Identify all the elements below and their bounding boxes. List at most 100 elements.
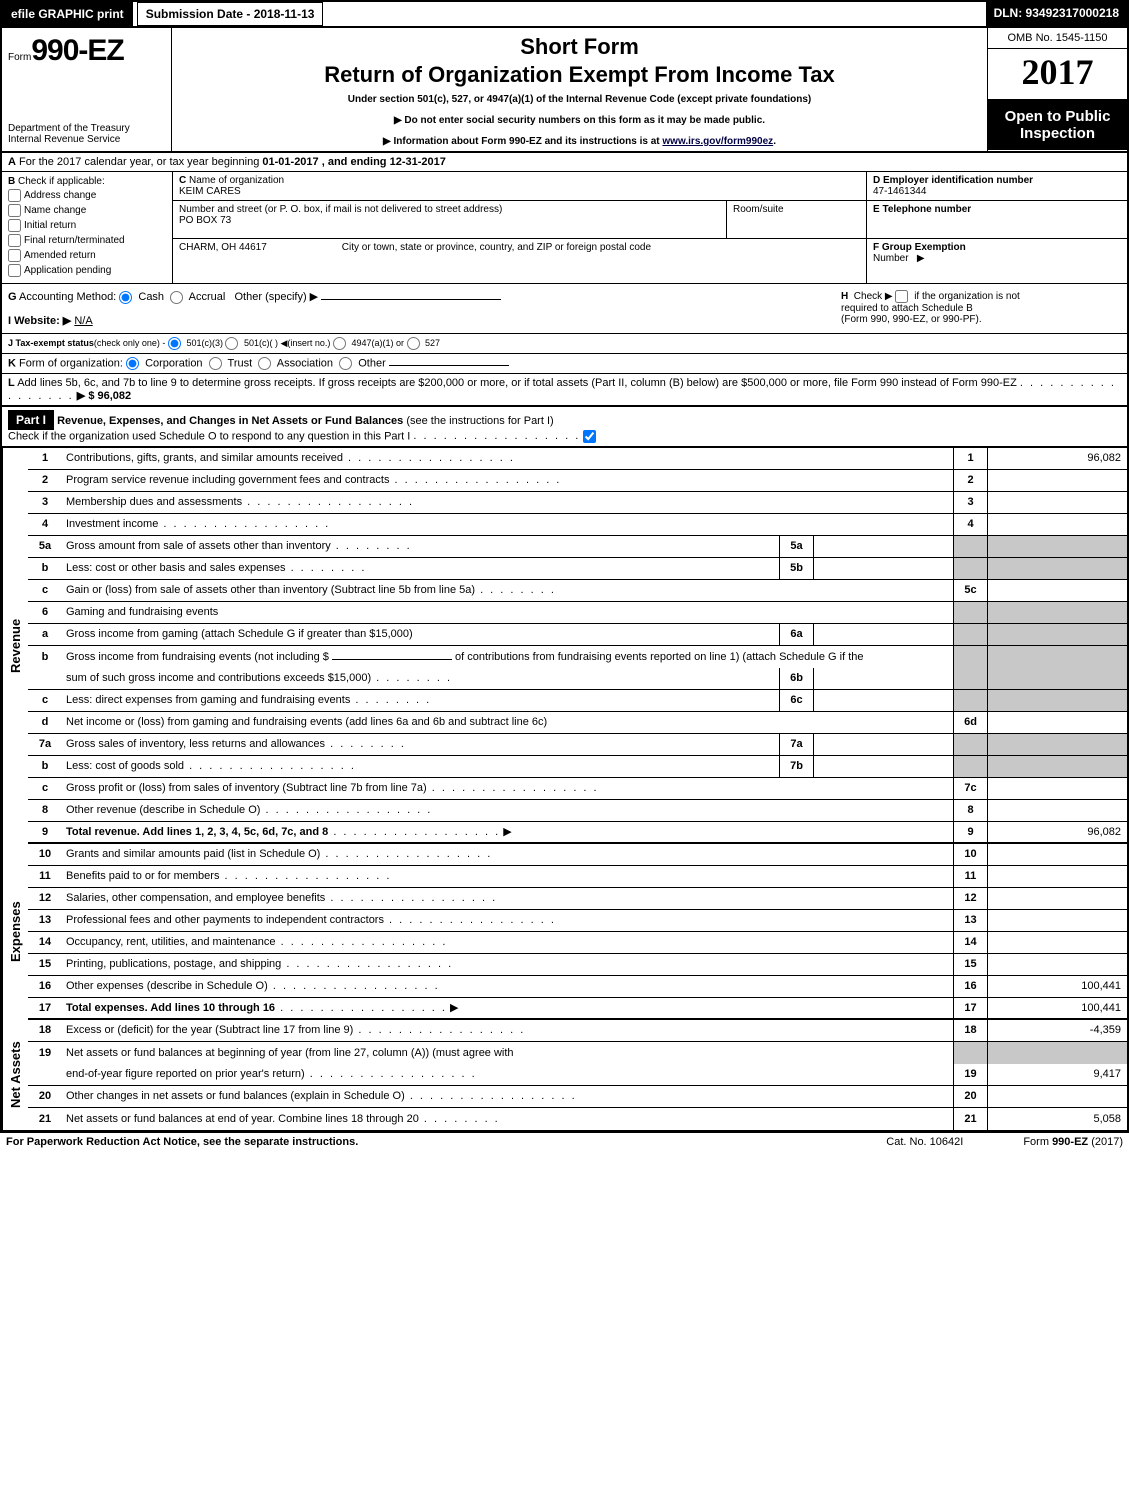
dots-icon xyxy=(405,1090,577,1102)
no-ssn-line: ▶ Do not enter social security numbers o… xyxy=(180,115,979,126)
dots-icon xyxy=(158,518,330,530)
line-16-desc: Other expenses (describe in Schedule O) xyxy=(66,980,268,992)
dots-icon xyxy=(219,870,391,882)
line-3-desc: Membership dues and assessments xyxy=(66,496,242,508)
efile-print-button[interactable]: efile GRAPHIC print xyxy=(2,2,133,26)
line-6b-mid: 6b xyxy=(779,668,813,689)
line-5c-val xyxy=(987,580,1127,601)
line-6b-num: b xyxy=(28,648,62,666)
radio-4947[interactable] xyxy=(333,337,346,350)
line-5c: c Gain or (loss) from sale of assets oth… xyxy=(28,580,1127,602)
other-specify-input[interactable] xyxy=(321,299,501,300)
line-6a-box-shade xyxy=(953,624,987,645)
dots-icon xyxy=(275,1002,447,1014)
dots-icon xyxy=(419,1113,500,1125)
line-2-box: 2 xyxy=(953,470,987,491)
paperwork-notice: For Paperwork Reduction Act Notice, see … xyxy=(6,1136,358,1148)
check-schedule-o-part1[interactable] xyxy=(583,430,596,443)
dots-icon xyxy=(343,452,515,464)
radio-cash[interactable] xyxy=(119,291,132,304)
form-header: Form990-EZ Department of the Treasury In… xyxy=(2,28,1127,153)
radio-501c3[interactable] xyxy=(168,337,181,350)
line-1-num: 1 xyxy=(28,449,62,467)
dots-icon xyxy=(281,958,453,970)
radio-527[interactable] xyxy=(407,337,420,350)
line-7a-val-shade xyxy=(987,734,1127,755)
line-15: 15 Printing, publications, postage, and … xyxy=(28,954,1127,976)
line-6d-val xyxy=(987,712,1127,733)
check-application-pending[interactable]: Application pending xyxy=(8,264,166,277)
line-5b: b Less: cost or other basis and sales ex… xyxy=(28,558,1127,580)
check-final-return[interactable]: Final return/terminated xyxy=(8,234,166,247)
dots-icon xyxy=(427,782,599,794)
line-5b-val-shade xyxy=(987,558,1127,579)
open-to-public-badge: Open to Public Inspection xyxy=(988,100,1127,150)
radio-other[interactable] xyxy=(339,357,352,370)
line-9-num: 9 xyxy=(28,823,62,841)
tax-year-begin: 01-01-2017 xyxy=(262,156,318,168)
radio-accrual[interactable] xyxy=(170,291,183,304)
line-18-num: 18 xyxy=(28,1021,62,1039)
other-specify-label: Other (specify) ▶ xyxy=(235,291,319,303)
room-suite-cell: Room/suite xyxy=(726,201,866,238)
line-6c: c Less: direct expenses from gaming and … xyxy=(28,690,1127,712)
radio-corporation[interactable] xyxy=(126,357,139,370)
line-12: 12 Salaries, other compensation, and emp… xyxy=(28,888,1127,910)
check-amended-return[interactable]: Amended return xyxy=(8,249,166,262)
line-5a-mid: 5a xyxy=(779,536,813,557)
line-6d-num: d xyxy=(28,713,62,731)
line-4-box: 4 xyxy=(953,514,987,535)
line-16-num: 16 xyxy=(28,977,62,995)
info-about-text: Information about Form 990-EZ and its in… xyxy=(393,136,662,147)
line-2-val xyxy=(987,470,1127,491)
line-6b-desc3: sum of such gross income and contributio… xyxy=(66,672,371,684)
h-schedule-b: H Check ▶ if the organization is not req… xyxy=(841,290,1121,327)
check-name-change[interactable]: Name change xyxy=(8,204,166,217)
line-19-desc2: end-of-year figure reported on prior yea… xyxy=(66,1068,305,1080)
other-org-input[interactable] xyxy=(389,365,509,366)
radio-association[interactable] xyxy=(258,357,271,370)
line-3-val xyxy=(987,492,1127,513)
radio-trust[interactable] xyxy=(209,357,222,370)
check-final-return-label: Final return/terminated xyxy=(24,235,125,246)
line-6b-amount-input[interactable] xyxy=(332,659,452,660)
line-6a: a Gross income from gaming (attach Sched… xyxy=(28,624,1127,646)
net-assets-section: Net Assets 18 Excess or (deficit) for th… xyxy=(2,1020,1127,1130)
dots-icon xyxy=(320,848,492,860)
check-schedule-b[interactable] xyxy=(895,290,908,303)
line-9: 9 Total revenue. Add lines 1, 2, 3, 4, 5… xyxy=(28,822,1127,844)
line-3: 3 Membership dues and assessments 3 xyxy=(28,492,1127,514)
line-6c-midval xyxy=(813,690,953,711)
line-19-desc1: Net assets or fund balances at beginning… xyxy=(62,1044,953,1062)
line-10: 10 Grants and similar amounts paid (list… xyxy=(28,844,1127,866)
line-7b-midval xyxy=(813,756,953,777)
header-left: Form990-EZ Department of the Treasury In… xyxy=(2,28,172,151)
line-17-val: 100,441 xyxy=(987,998,1127,1018)
h-text3: required to attach Schedule B xyxy=(841,303,973,314)
line-14-desc: Occupancy, rent, utilities, and maintena… xyxy=(66,936,276,948)
instructions-link[interactable]: www.irs.gov/form990ez xyxy=(662,136,773,147)
dept-treasury: Department of the Treasury xyxy=(8,123,165,134)
line-1: 1 Contributions, gifts, grants, and simi… xyxy=(28,448,1127,470)
line-5c-desc: Gain or (loss) from sale of assets other… xyxy=(66,584,475,596)
radio-501c[interactable] xyxy=(225,337,238,350)
g-label: G xyxy=(8,291,17,303)
b-label: B xyxy=(8,176,15,187)
line-5c-num: c xyxy=(28,581,62,599)
line-6: 6 Gaming and fundraising events xyxy=(28,602,1127,624)
line-13-val xyxy=(987,910,1127,931)
f-label: F Group Exemption xyxy=(873,242,966,253)
check-initial-return[interactable]: Initial return xyxy=(8,219,166,232)
line-6b-desc2: of contributions from fundraising events… xyxy=(455,651,863,663)
line-20: 20 Other changes in net assets or fund b… xyxy=(28,1086,1127,1108)
top-bar: efile GRAPHIC print Submission Date - 20… xyxy=(2,2,1127,28)
row-l-gross-receipts: L Add lines 5b, 6c, and 7b to line 9 to … xyxy=(2,374,1127,407)
submission-date: Submission Date - 2018-11-13 xyxy=(137,2,324,26)
line-6-val-shade xyxy=(987,602,1127,623)
check-address-change[interactable]: Address change xyxy=(8,189,166,202)
line-7b-num: b xyxy=(28,757,62,775)
line-20-num: 20 xyxy=(28,1087,62,1105)
line-15-box: 15 xyxy=(953,954,987,975)
line-18-box: 18 xyxy=(953,1020,987,1041)
line-6b-box-shade xyxy=(953,646,987,668)
